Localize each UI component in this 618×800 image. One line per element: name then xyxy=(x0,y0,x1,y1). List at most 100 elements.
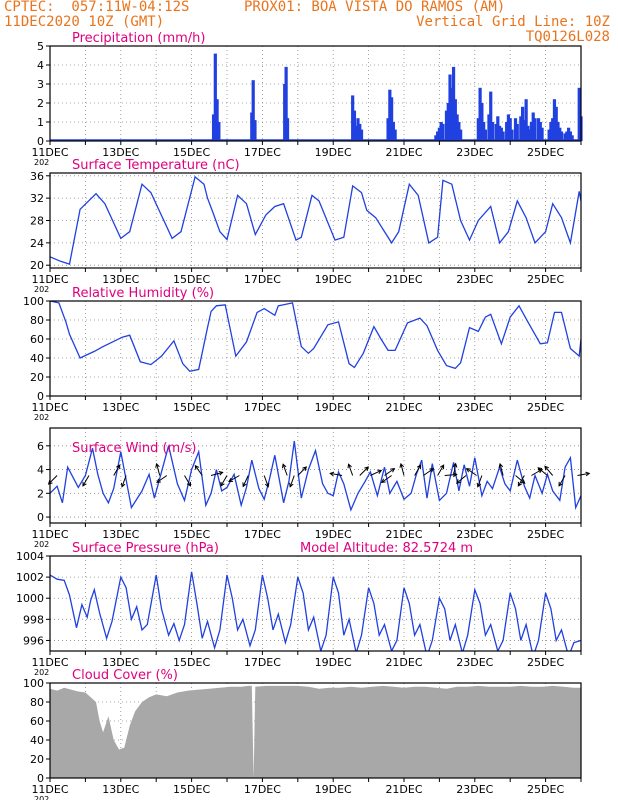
wind-arrow xyxy=(400,463,405,476)
wind-arrow xyxy=(228,475,240,482)
wind-arrow-head xyxy=(544,465,549,471)
precip-bar xyxy=(483,129,488,141)
precip-bar xyxy=(441,123,445,141)
wind-arrow xyxy=(381,475,392,483)
x-year-label: 202 xyxy=(34,540,49,549)
y-tick-label: 28 xyxy=(30,215,44,228)
precip-bar xyxy=(358,123,362,141)
precip-bar xyxy=(284,66,288,141)
x-tick-label: 13DEC xyxy=(102,401,139,414)
precip-bar xyxy=(446,103,450,141)
precip-bar xyxy=(450,87,454,141)
precip-bar xyxy=(508,118,512,141)
wind-arrow xyxy=(453,463,457,476)
y-tick-label: 4 xyxy=(37,464,44,477)
x-tick-label: 17DEC xyxy=(244,401,281,414)
precip-bar xyxy=(519,116,523,141)
panel-frame xyxy=(49,427,582,524)
wind-arrow-head xyxy=(82,481,87,487)
x-year-label: 202 xyxy=(34,795,49,800)
x-tick-label: 11DEC xyxy=(31,146,68,159)
y-tick-label: 1004 xyxy=(16,550,44,563)
precip-bar xyxy=(444,110,449,141)
precip-bar xyxy=(253,120,257,141)
precip-bar xyxy=(434,135,438,141)
precip-bar xyxy=(551,118,555,141)
panel-frame xyxy=(49,45,582,142)
precip-bar xyxy=(499,127,503,141)
y-tick-label: 40 xyxy=(30,734,44,747)
header-run-date: 11DEC2020 10Z (GMT) xyxy=(4,14,165,30)
wind-arrow xyxy=(289,475,295,487)
wind-arrow xyxy=(370,469,382,476)
y-tick-label: 4 xyxy=(37,59,44,72)
precip-bar xyxy=(215,99,219,141)
x-tick-label: 19DEC xyxy=(315,528,352,541)
wind-arrow xyxy=(544,465,554,476)
precip-bar xyxy=(556,122,560,141)
wind-arrow xyxy=(414,464,422,476)
precip-bar xyxy=(559,131,564,141)
wind-arrow xyxy=(156,463,161,476)
wind-arrow xyxy=(282,464,288,476)
x-tick-label: 25DEC xyxy=(527,146,564,159)
wind-arrow-head xyxy=(558,481,563,487)
precip-bar xyxy=(554,106,558,141)
wind-arrow xyxy=(220,475,228,487)
x-tick-label: 15DEC xyxy=(173,401,210,414)
precip-bar xyxy=(558,127,562,141)
wind-arrow-head xyxy=(220,481,225,487)
x-tick-label: 25DEC xyxy=(527,656,564,669)
y-tick-label: 0 xyxy=(37,511,44,524)
wind-arrow xyxy=(537,467,548,476)
precip-bar xyxy=(526,125,530,141)
x-tick-label: 19DEC xyxy=(315,656,352,669)
precip-bar xyxy=(547,129,551,141)
wind-arrow xyxy=(577,472,590,476)
panel-6: 0 20 40 60 80 100 11DEC 13DEC 15DEC 17DEC 19DEC 21D… xyxy=(23,668,582,800)
wind-arrow-head xyxy=(517,481,523,487)
y-tick-label: 20 xyxy=(30,371,44,384)
y-tick-label: 996 xyxy=(23,634,44,647)
y-tick-label: 0 xyxy=(37,390,44,403)
precip-bar xyxy=(213,53,217,141)
y-tick-label: 20 xyxy=(30,753,44,766)
y-tick-label: 5 xyxy=(37,40,44,53)
precip-bar xyxy=(529,122,534,141)
x-tick-label: 13DEC xyxy=(102,273,139,286)
wind-arrow-head xyxy=(155,462,160,468)
precip-bar xyxy=(563,133,567,141)
y-tick-label: 32 xyxy=(30,192,44,205)
wind-arrow xyxy=(348,464,354,476)
wind-arrow-head xyxy=(452,462,458,468)
x-tick-label: 25DEC xyxy=(527,783,564,796)
wind-arrow xyxy=(466,468,477,476)
wind-arrow-head xyxy=(520,479,526,484)
x-tick-label: 19DEC xyxy=(315,783,352,796)
x-tick-label: 13DEC xyxy=(102,528,139,541)
precip-bar xyxy=(386,118,390,141)
wind-arrow-head xyxy=(264,482,270,488)
wind-arrow xyxy=(297,466,307,476)
wind-arrow xyxy=(515,475,526,484)
precip-bar xyxy=(496,116,500,141)
wind-arrow xyxy=(359,466,369,476)
x-tick-label: 11DEC xyxy=(31,783,68,796)
precip-bar xyxy=(505,122,509,141)
y-tick-label: 1000 xyxy=(16,592,44,605)
precip-bar xyxy=(457,122,461,141)
panel-title: Relative Humidity (%) xyxy=(72,286,214,301)
x-tick-label: 23DEC xyxy=(456,783,493,796)
y-tick-label: 80 xyxy=(30,314,44,327)
wind-arrow xyxy=(210,471,223,476)
wind-arrow xyxy=(113,464,121,476)
y-tick-label: 60 xyxy=(30,333,44,346)
wind-arrow-head xyxy=(380,478,386,483)
y-tick-label: 60 xyxy=(30,715,44,728)
y-tick-label: 3 xyxy=(37,78,44,91)
x-tick-label: 23DEC xyxy=(456,273,493,286)
x-tick-label: 23DEC xyxy=(456,401,493,414)
series-line xyxy=(50,301,581,373)
wind-arrow xyxy=(558,475,566,487)
precip-bar xyxy=(217,122,221,141)
